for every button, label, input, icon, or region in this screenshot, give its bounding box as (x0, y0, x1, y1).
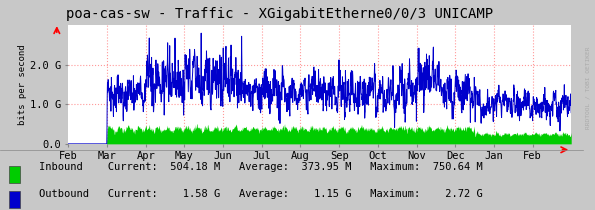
FancyBboxPatch shape (9, 166, 20, 183)
Text: Outbound   Current:    1.58 G   Average:    1.15 G   Maximum:    2.72 G: Outbound Current: 1.58 G Average: 1.15 G… (39, 189, 483, 199)
Y-axis label: bits per second: bits per second (18, 44, 27, 125)
Text: RRDTOOL / TOBI OETIKER: RRDTOOL / TOBI OETIKER (586, 47, 591, 129)
Text: Inbound    Current:  504.18 M   Average:  373.95 M   Maximum:  750.64 M: Inbound Current: 504.18 M Average: 373.9… (39, 162, 483, 172)
Text: poa-cas-sw - Traffic - XGigabitEtherne0/0/3 UNICAMP: poa-cas-sw - Traffic - XGigabitEtherne0/… (66, 7, 493, 21)
FancyBboxPatch shape (9, 191, 20, 208)
